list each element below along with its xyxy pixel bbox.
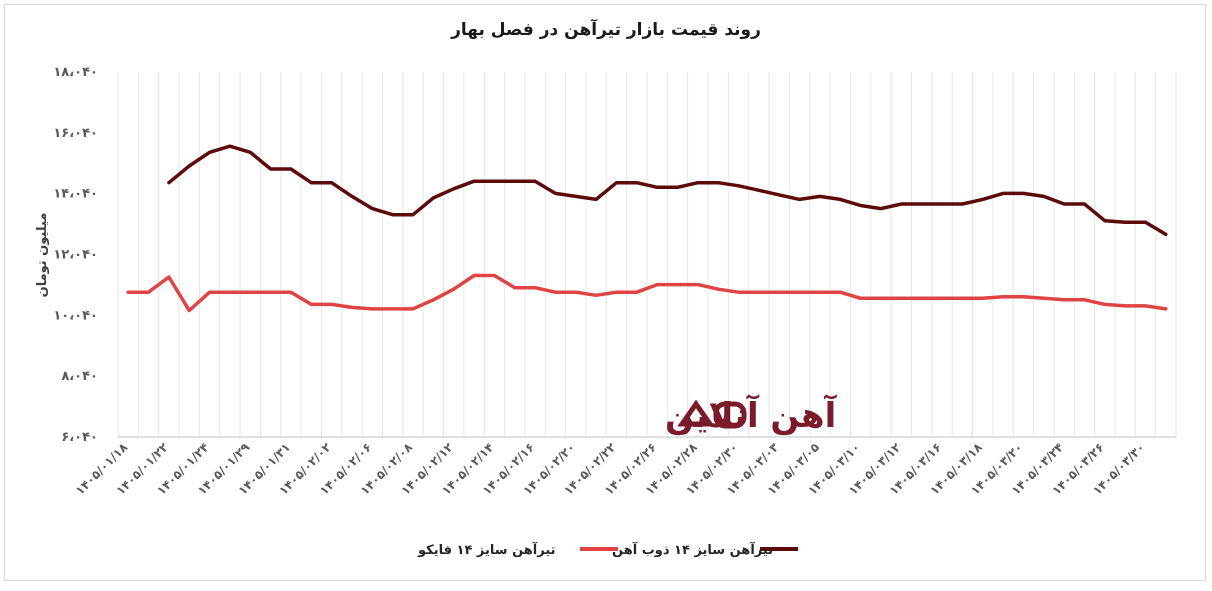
y-tick-label: ۱۰،۰۴۰ bbox=[53, 308, 98, 323]
y-axis-ticks: ۶،۰۴۰ ۸،۰۴۰ ۱۰،۰۴۰ ۱۲،۰۴۰ ۱۴،۰۴۰ ۱۶،۰۴۰ ۱۸،۰۴۰ bbox=[53, 65, 98, 445]
y-axis-label: میلیون تومان bbox=[35, 213, 50, 298]
y-tick-label: ۱۸،۰۴۰ bbox=[53, 65, 98, 80]
series-line bbox=[167, 144, 1168, 237]
brand-logo-icon bbox=[677, 399, 747, 429]
y-tick-label: ۸،۰۴۰ bbox=[61, 369, 98, 384]
grid-lines bbox=[117, 72, 1177, 437]
y-tick-label: ۱۶،۰۴۰ bbox=[53, 126, 98, 141]
chart-title: روند قیمت بازار تیرآهن در فصل بهار bbox=[451, 20, 761, 40]
legend: تیرآهن سایز ۱۴ ذوب آهن تیرآهن سایز ۱۴ فای… bbox=[417, 541, 798, 558]
legend-label: تیرآهن سایز ۱۴ ذوب آهن bbox=[612, 541, 773, 558]
x-axis-ticks: ۱۴۰۵/۰۱/۱۸۱۴۰۵/۰۱/۲۲۱۴۰۵/۰۱/۲۴۱۴۰۵/۰۱/۲۹… bbox=[73, 440, 1148, 498]
y-tick-label: ۱۴،۰۴۰ bbox=[53, 187, 98, 202]
y-tick-label: ۱۲،۰۴۰ bbox=[53, 248, 98, 263]
y-tick-label: ۶،۰۴۰ bbox=[61, 430, 98, 445]
brand-logo-text: آهن آنلاین bbox=[665, 394, 838, 436]
brand-watermark: آهن آنلاین bbox=[665, 394, 838, 436]
series-lines bbox=[126, 144, 1168, 313]
series-line bbox=[126, 273, 1168, 313]
legend-label: تیرآهن سایز ۱۴ فایکو bbox=[417, 541, 556, 558]
